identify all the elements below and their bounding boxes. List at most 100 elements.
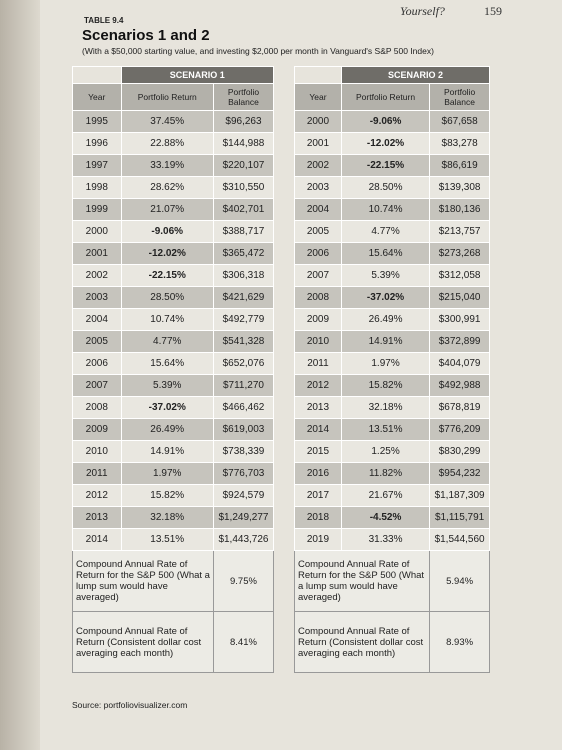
cell: 2017 (294, 484, 342, 507)
running-title: Yourself? (400, 4, 445, 18)
cell: 21.07% (120, 198, 214, 221)
data-row: 2006 15.64% $652,076 (72, 352, 275, 375)
cell: 2018 (294, 506, 342, 529)
source: Source: portfoliovisualizer.com (72, 700, 188, 710)
data-row: 1997 33.19% $220,107 (72, 154, 275, 177)
cell: $1,544,560 (429, 528, 490, 551)
cell: 28.62% (120, 176, 214, 199)
data-row: 1999 21.07% $402,701 (72, 198, 275, 221)
cell: $306,318 (212, 264, 275, 287)
column-header: Portfolio Balance (429, 83, 490, 111)
data-row: 2018 -4.52% $1,115,791 (294, 506, 490, 529)
cell: $652,076 (212, 352, 275, 375)
data-row: 2014 13.51% $1,443,726 (72, 528, 275, 551)
summary-row: Compound Annual Rate of Return for the S… (72, 550, 275, 612)
cell: 2012 (294, 374, 342, 397)
cell: 2001 (294, 132, 342, 155)
cell: 26.49% (120, 418, 214, 441)
column-header: Portfolio Return (120, 83, 214, 111)
cell: -12.02% (340, 132, 431, 155)
cell: $830,299 (429, 440, 490, 463)
cell: 32.18% (340, 396, 431, 419)
summary-label: Compound Annual Rate of Return for the S… (72, 550, 214, 612)
table-label: TABLE 9.4 (84, 16, 124, 25)
cell: 1996 (72, 132, 122, 155)
data-row: 2008 -37.02% $466,462 (72, 396, 275, 419)
cell: $67,658 (429, 110, 490, 133)
data-row: 2000 -9.06% $388,717 (72, 220, 275, 243)
cell: $492,988 (429, 374, 490, 397)
data-row: 2003 28.50% $139,308 (294, 176, 490, 199)
summary-value: 8.41% (212, 611, 275, 673)
gutter (0, 0, 40, 750)
data-row: 2006 15.64% $273,268 (294, 242, 490, 265)
cell: 2016 (294, 462, 342, 485)
cell: 21.67% (340, 484, 431, 507)
cell: 1.25% (340, 440, 431, 463)
cell: 33.19% (120, 154, 214, 177)
cell: $541,328 (212, 330, 275, 353)
cell: 4.77% (120, 330, 214, 353)
scenario-header: SCENARIO 2 (340, 66, 491, 84)
data-row: 2003 28.50% $421,629 (72, 286, 275, 309)
cell: 2004 (294, 198, 342, 221)
summary-label: Compound Annual Rate of Return (Consiste… (72, 611, 214, 673)
data-row: 1995 37.45% $96,263 (72, 110, 275, 133)
cell: 14.91% (340, 330, 431, 353)
cell: $365,472 (212, 242, 275, 265)
cell: $402,701 (212, 198, 275, 221)
data-row: 2016 11.82% $954,232 (294, 462, 490, 485)
cell: 15.64% (120, 352, 214, 375)
cell (72, 66, 122, 84)
cell: 31.33% (340, 528, 431, 551)
cell: 1998 (72, 176, 122, 199)
cell: $776,209 (429, 418, 490, 441)
cell: 2002 (294, 154, 342, 177)
cell: $144,988 (212, 132, 275, 155)
data-row: 2009 26.49% $619,003 (72, 418, 275, 441)
cell: 15.82% (120, 484, 214, 507)
cell: $180,136 (429, 198, 490, 221)
cell: $86,619 (429, 154, 490, 177)
cell: 10.74% (120, 308, 214, 331)
cell: 2019 (294, 528, 342, 551)
cell: $1,187,309 (429, 484, 490, 507)
cell: 2014 (294, 418, 342, 441)
cell: 4.77% (340, 220, 431, 243)
cell: 10.74% (340, 198, 431, 221)
cell: 2000 (72, 220, 122, 243)
cell: $213,757 (429, 220, 490, 243)
data-row: 2010 14.91% $738,339 (72, 440, 275, 463)
data-row: 2007 5.39% $312,058 (294, 264, 490, 287)
cell: $273,268 (429, 242, 490, 265)
title: Scenarios 1 and 2 (82, 27, 210, 44)
cell: 28.50% (120, 286, 214, 309)
scenario-table: SCENARIO 2 Year Portfolio Return Portfolio … (293, 66, 491, 673)
cell: 1999 (72, 198, 122, 221)
summary-value: 9.75% (212, 550, 275, 612)
cell: 2005 (294, 220, 342, 243)
cell: $388,717 (212, 220, 275, 243)
data-row: 2004 10.74% $180,136 (294, 198, 490, 221)
data-row: 2015 1.25% $830,299 (294, 440, 490, 463)
cell: 2007 (72, 374, 122, 397)
cell: 1.97% (120, 462, 214, 485)
cell: 15.64% (340, 242, 431, 265)
cell: $1,115,791 (429, 506, 490, 529)
cell: 1995 (72, 110, 122, 133)
cell: $466,462 (212, 396, 275, 419)
cell: 26.49% (340, 308, 431, 331)
cell: 15.82% (340, 374, 431, 397)
data-row: 2012 15.82% $924,579 (72, 484, 275, 507)
cell: $954,232 (429, 462, 490, 485)
data-row: 2010 14.91% $372,899 (294, 330, 490, 353)
cell: $310,550 (212, 176, 275, 199)
data-row: 2011 1.97% $404,079 (294, 352, 490, 375)
column-header: Portfolio Return (340, 83, 431, 111)
scenario-header: SCENARIO 1 (120, 66, 275, 84)
data-row: 2005 4.77% $213,757 (294, 220, 490, 243)
cell: 2006 (294, 242, 342, 265)
data-row: 2013 32.18% $678,819 (294, 396, 490, 419)
cell: 11.82% (340, 462, 431, 485)
